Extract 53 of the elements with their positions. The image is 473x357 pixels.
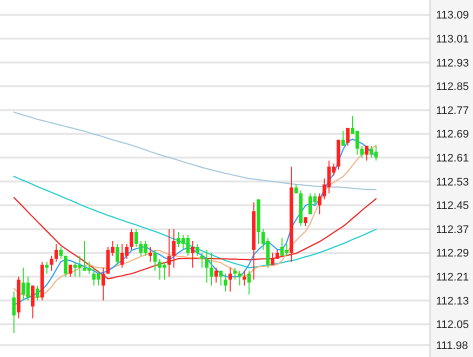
- candlestick: [130, 228, 134, 250]
- candlestick: [242, 270, 246, 286]
- y-tick-label: 112.93: [436, 57, 469, 70]
- candlestick: [270, 252, 274, 266]
- candlestick: [181, 234, 186, 250]
- candlestick: [233, 267, 237, 280]
- candlestick: [204, 249, 209, 284]
- candlestick: [341, 130, 345, 146]
- y-tick-label: 113.09: [436, 10, 469, 22]
- candlestick: [228, 267, 232, 292]
- candlestick: [12, 291, 16, 334]
- y-tick-label: 112.53: [436, 176, 469, 188]
- candlestick: [238, 270, 242, 286]
- candlestick: [318, 192, 322, 215]
- candlestick: [50, 255, 54, 272]
- candlestick: [59, 246, 63, 260]
- candlestick: [36, 285, 40, 301]
- candlestick: [167, 228, 171, 278]
- candlestick: [30, 285, 35, 319]
- candlestick: [64, 255, 68, 278]
- y-tick-label: 112.29: [436, 248, 469, 260]
- candlestick: [219, 270, 223, 286]
- y-tick-label: 111.98: [436, 340, 468, 352]
- candlestick: [172, 228, 176, 268]
- candlestick: [54, 243, 58, 262]
- y-tick-label: 112.69: [436, 128, 469, 141]
- candlestick: [134, 228, 138, 248]
- candlestick: [153, 249, 157, 272]
- candlestick: [224, 273, 228, 292]
- y-tick-label: 112.05: [436, 319, 469, 332]
- candlestick: [355, 130, 360, 156]
- candlestick: [148, 246, 152, 262]
- y-tick-label: 112.85: [436, 81, 469, 94]
- candlestick: [196, 243, 200, 256]
- candlestick: [200, 252, 204, 268]
- y-tick-label: 112.21: [436, 272, 469, 284]
- y-tick-label: 112.45: [436, 200, 469, 212]
- candlestick: [45, 261, 49, 274]
- candlestick: [214, 267, 218, 284]
- y-tick-label: 112.37: [436, 224, 469, 236]
- candlestick: [346, 127, 350, 146]
- y-tick-label: 113.01: [436, 34, 469, 46]
- y-tick-label: 112.13: [436, 295, 469, 308]
- candlestick: [102, 267, 106, 301]
- candlestick: [360, 145, 364, 158]
- candlestick: [210, 252, 214, 286]
- y-tick-label: 112.77: [436, 104, 469, 117]
- candlestick: [247, 270, 251, 296]
- line-series: [13, 176, 377, 268]
- candlestick: [190, 240, 194, 268]
- candlestick: [116, 243, 120, 266]
- y-tick-label: 112.61: [436, 152, 469, 165]
- candlestick: [364, 145, 368, 162]
